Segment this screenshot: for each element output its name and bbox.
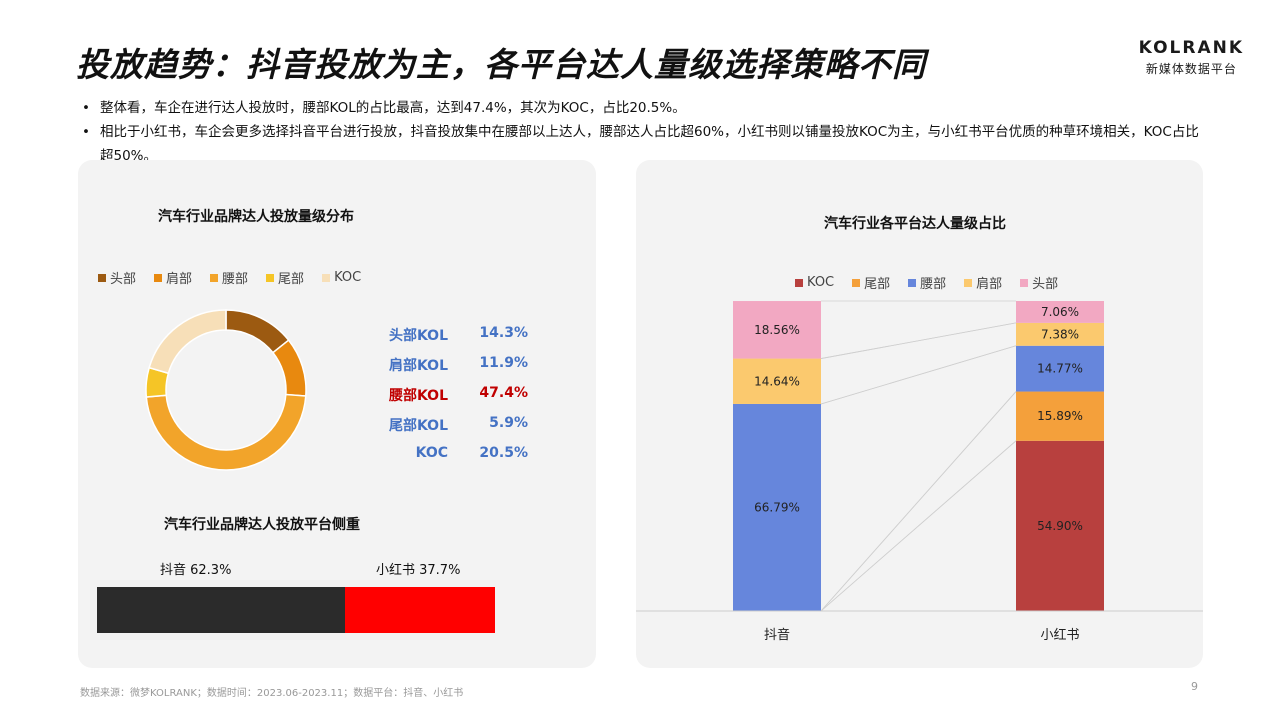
stacked-bar-chart: 0%66.79%14.64%18.56%54.90%15.89%14.77%7.… <box>636 300 1203 643</box>
platform-split-title: 汽车行业品牌达人投放平台侧重 <box>164 517 360 533</box>
donut-value-row: 头部KOL 14.3% <box>358 325 528 345</box>
legend-swatch <box>154 273 163 282</box>
legend-item: 尾部 <box>266 268 304 287</box>
slide-title: 投放趋势：抖音投放为主，各平台达人量级选择策略不同 <box>76 45 926 84</box>
legend-swatch <box>964 278 973 287</box>
donut-slice-KOC <box>148 309 227 375</box>
stacked-segment-腰部 <box>1016 345 1104 392</box>
value-row-name: 尾部KOL <box>388 418 448 434</box>
value-row-name: 腰部KOL <box>388 388 448 404</box>
segment-label: 14.64% <box>754 374 800 388</box>
stacked-legend: KOC 尾部 腰部 肩部 头部 <box>795 273 1058 292</box>
donut-legend: 头部 肩部 腰部 尾部 KOC <box>98 268 361 287</box>
stacked-segment-肩部 <box>1016 322 1104 346</box>
value-row-value: 20.5% <box>479 445 528 461</box>
legend-item: 肩部 <box>154 268 192 287</box>
split-label-xiaohongshu: 小红书 37.7% <box>376 563 461 578</box>
legend-label: KOC <box>807 275 835 290</box>
segment-label: 7.06% <box>1041 305 1079 319</box>
legend-label: KOC <box>334 270 362 285</box>
legend-label: 头部 <box>110 272 137 287</box>
x-tick-label: 抖音 <box>764 627 790 643</box>
stacked-segment-肩部 <box>733 358 821 404</box>
stacked-chart-title: 汽车行业各平台达人量级占比 <box>824 216 1006 232</box>
segment-label: 66.79% <box>754 500 800 514</box>
kolrank-logo: KOLRANK 新媒体数据平台 <box>1139 38 1244 77</box>
connector-line <box>820 345 1017 405</box>
legend-swatch <box>852 278 861 287</box>
donut-value-row: 肩部KOL 11.9% <box>358 355 528 375</box>
legend-label: 头部 <box>1032 277 1059 292</box>
donut-slice-肩部 <box>271 339 307 397</box>
summary-bullets: 整体看，车企在进行达人投放时，腰部KOL的占比最高，达到47.4%，其次为KOC… <box>78 96 1208 168</box>
legend-item: KOC <box>322 268 361 287</box>
legend-item: 头部 <box>1020 273 1058 292</box>
stacked-segment-KOC <box>1016 440 1104 611</box>
split-bar-抖音 <box>97 587 345 633</box>
legend-label: 腰部 <box>920 277 947 292</box>
logo-subtitle: 新媒体数据平台 <box>1145 62 1237 76</box>
data-source-footer: 数据来源：微梦KOLRANK；数据时间：2023.06-2023.11；数据平台… <box>80 688 464 699</box>
value-row-value: 5.9% <box>489 415 528 431</box>
connector-line <box>820 322 1017 359</box>
donut-slice-腰部 <box>145 393 307 471</box>
page-number: 9 <box>1191 680 1198 693</box>
donut-chart-title: 汽车行业品牌达人投放量级分布 <box>158 209 354 225</box>
stacked-segment-头部 <box>1016 301 1104 323</box>
donut-value-row: 尾部KOL 5.9% <box>358 415 528 435</box>
legend-swatch <box>908 278 917 287</box>
logo-text: KOLRANK <box>1138 38 1244 58</box>
legend-swatch <box>322 273 331 282</box>
legend-item: KOC <box>795 273 834 292</box>
stacked-segment-尾部 <box>1016 391 1104 441</box>
connector-line <box>820 391 1017 612</box>
value-row-name: 头部KOL <box>388 328 448 344</box>
segment-label: 7.38% <box>1041 327 1079 341</box>
x-tick-label: 小红书 <box>1040 627 1079 643</box>
stacked-segment-头部 <box>733 301 821 359</box>
legend-swatch <box>266 273 275 282</box>
stacked-segment-腰部 <box>733 403 821 611</box>
split-label-douyin: 抖音 62.3% <box>160 563 232 578</box>
donut-chart <box>145 309 307 471</box>
value-row-value: 11.9% <box>479 355 528 371</box>
segment-label: 15.89% <box>1037 409 1083 423</box>
donut-slice-头部 <box>225 309 290 354</box>
bullet-item: 整体看，车企在进行达人投放时，腰部KOL的占比最高，达到47.4%，其次为KOC… <box>78 96 1208 120</box>
legend-item: 腰部 <box>908 273 946 292</box>
legend-label: 肩部 <box>976 277 1003 292</box>
donut-value-row: KOC 20.5% <box>358 445 528 461</box>
legend-item: 头部 <box>98 268 136 287</box>
split-bar-小红书 <box>344 587 495 633</box>
legend-swatch <box>98 273 106 282</box>
value-row-name: KOC <box>415 445 448 461</box>
connector-line <box>820 440 1017 612</box>
value-row-name: 肩部KOL <box>388 358 448 374</box>
legend-item: 腰部 <box>210 268 248 287</box>
legend-item: 尾部 <box>852 273 890 292</box>
legend-swatch <box>795 278 803 287</box>
value-row-value: 14.3% <box>479 325 528 341</box>
legend-label: 尾部 <box>864 277 891 292</box>
segment-label: 18.56% <box>754 323 800 337</box>
legend-label: 腰部 <box>222 272 249 287</box>
donut-value-row: 腰部KOL 47.4% <box>358 385 528 405</box>
legend-label: 尾部 <box>278 272 305 287</box>
segment-label: 14.77% <box>1037 362 1083 376</box>
legend-swatch <box>210 273 219 282</box>
legend-swatch <box>1020 278 1029 287</box>
legend-item: 肩部 <box>964 273 1002 292</box>
right-chart-card <box>636 160 1203 668</box>
segment-label: 54.90% <box>1037 519 1083 533</box>
legend-label: 肩部 <box>166 272 193 287</box>
value-row-value: 47.4% <box>479 385 528 401</box>
